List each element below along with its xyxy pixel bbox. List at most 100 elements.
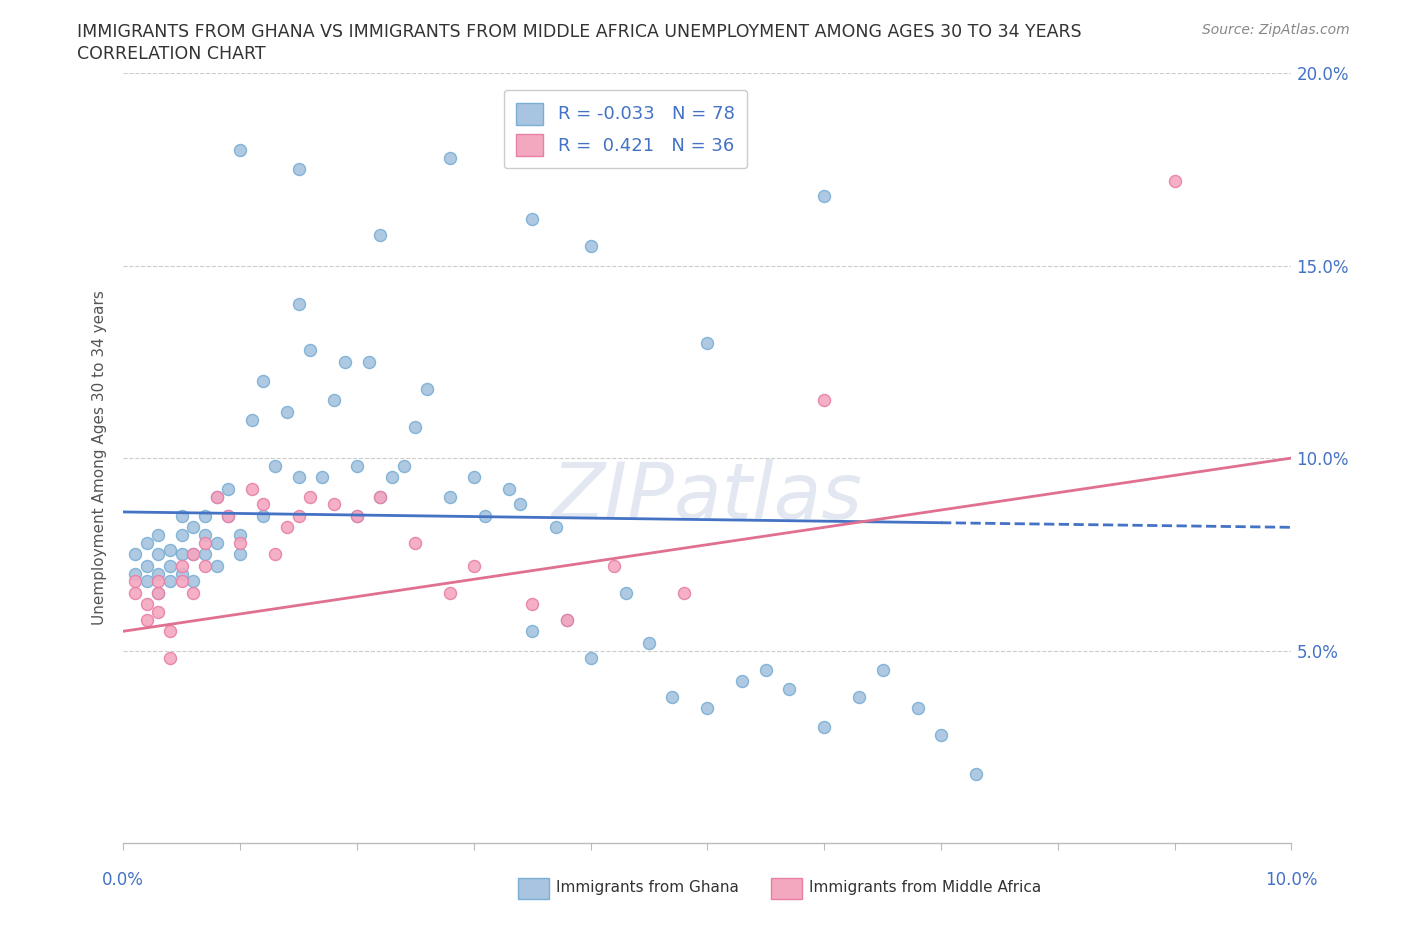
Point (194, 547, 217, 562)
Point (205, 489, 228, 504)
Point (183, 547, 205, 562)
Point (287, 509, 309, 524)
Point (311, 470, 333, 485)
Point (299, 343, 322, 358)
Point (276, 520, 298, 535)
Point (392, 458, 415, 473)
Legend: R = -0.033   N = 78, R =  0.421   N = 36: R = -0.033 N = 78, R = 0.421 N = 36 (503, 90, 748, 168)
Point (124, 547, 146, 562)
Point (509, 497, 531, 512)
Point (368, 489, 391, 504)
Point (813, 720, 835, 735)
Point (848, 689, 870, 704)
Point (170, 547, 193, 562)
Point (229, 547, 252, 562)
Point (183, 585, 205, 600)
Point (322, 392, 344, 407)
Point (194, 509, 217, 524)
Point (148, 574, 170, 589)
Point (170, 566, 193, 581)
Text: Source: ZipAtlas.com: Source: ZipAtlas.com (1202, 23, 1350, 37)
Text: CORRELATION CHART: CORRELATION CHART (77, 45, 266, 62)
Point (194, 536, 217, 551)
Point (124, 566, 146, 581)
Point (929, 728, 952, 743)
Point (148, 527, 170, 542)
Point (287, 470, 309, 485)
Point (346, 509, 368, 524)
Point (148, 585, 170, 600)
Point (159, 651, 181, 666)
Point (357, 354, 380, 369)
Text: Immigrants from Ghana: Immigrants from Ghana (555, 880, 738, 895)
Point (322, 497, 344, 512)
Point (638, 635, 661, 650)
Point (217, 509, 239, 524)
Point (229, 536, 252, 551)
Point (159, 574, 181, 589)
Point (474, 509, 496, 524)
Point (159, 624, 181, 639)
Point (731, 674, 754, 689)
Point (544, 520, 567, 535)
Point (287, 162, 309, 177)
Point (183, 547, 205, 562)
Point (264, 458, 287, 473)
Point (240, 412, 263, 427)
Text: 0.0%: 0.0% (103, 870, 145, 889)
Point (205, 558, 228, 573)
Point (603, 558, 626, 573)
Point (170, 527, 193, 542)
Point (520, 212, 543, 227)
Point (252, 497, 274, 512)
Point (907, 701, 929, 716)
Point (159, 543, 181, 558)
Point (1163, 174, 1185, 189)
Point (205, 489, 228, 504)
Point (135, 574, 157, 589)
Point (335, 354, 357, 369)
Point (287, 297, 309, 312)
Point (252, 509, 274, 524)
Point (148, 566, 170, 581)
Point (381, 470, 404, 485)
Point (439, 489, 461, 504)
Point (813, 392, 835, 407)
Point (463, 470, 485, 485)
Point (194, 558, 217, 573)
Point (124, 574, 146, 589)
Text: 10.0%: 10.0% (1265, 870, 1317, 889)
Point (778, 682, 800, 697)
Point (194, 527, 217, 542)
Point (965, 766, 987, 781)
Point (264, 547, 287, 562)
Point (276, 405, 298, 419)
Point (346, 509, 368, 524)
Point (240, 482, 263, 497)
Point (439, 585, 461, 600)
Point (135, 597, 157, 612)
Point (404, 536, 426, 551)
Point (299, 489, 322, 504)
Point (579, 651, 602, 666)
Point (148, 585, 170, 600)
Point (614, 585, 637, 600)
Point (368, 227, 391, 242)
Text: IMMIGRANTS FROM GHANA VS IMMIGRANTS FROM MIDDLE AFRICA UNEMPLOYMENT AMONG AGES 3: IMMIGRANTS FROM GHANA VS IMMIGRANTS FROM… (77, 23, 1083, 41)
Point (135, 612, 157, 627)
Point (872, 662, 894, 677)
Point (755, 662, 778, 677)
Y-axis label: Unemployment Among Ages 30 to 34 years: Unemployment Among Ages 30 to 34 years (93, 290, 107, 626)
Point (416, 381, 439, 396)
Point (463, 558, 485, 573)
Point (252, 374, 274, 389)
Point (217, 482, 239, 497)
Point (813, 189, 835, 204)
Point (170, 509, 193, 524)
Point (520, 597, 543, 612)
Point (579, 239, 602, 254)
Point (520, 624, 543, 639)
Point (672, 585, 695, 600)
Point (404, 419, 426, 434)
Point (439, 151, 461, 166)
